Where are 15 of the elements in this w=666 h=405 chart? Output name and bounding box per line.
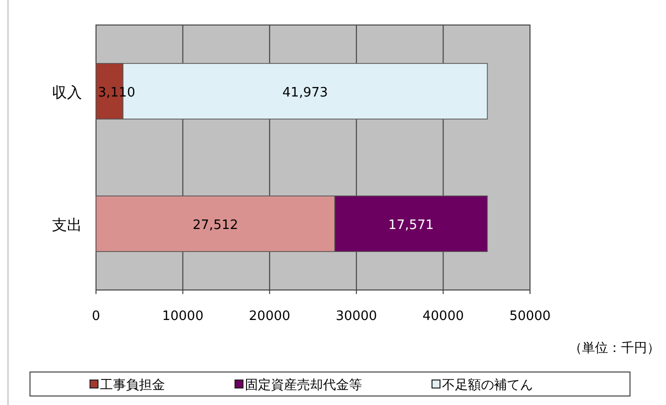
legend-label: 不足額の補てん xyxy=(442,378,533,393)
text: （単位：千円） xyxy=(569,341,660,356)
x-tick-label: 10000 xyxy=(162,309,204,324)
x-tick-label: 20000 xyxy=(248,309,290,324)
legend-label: 工事負担金 xyxy=(100,378,165,393)
legend-label: 固定資産売却代金等 xyxy=(245,377,362,393)
y-tick-label: 収入 xyxy=(52,83,82,102)
x-tick-label: 30000 xyxy=(336,309,378,324)
x-tick-label: 50000 xyxy=(509,309,551,324)
y-tick-label: 支出 xyxy=(52,216,82,234)
data-label: 17,571 xyxy=(388,218,434,233)
data-label: 41,973 xyxy=(282,85,328,100)
x-tick-label: 40000 xyxy=(422,309,464,324)
x-tick-label: 0 xyxy=(92,309,100,324)
data-label: 27,512 xyxy=(192,218,238,233)
